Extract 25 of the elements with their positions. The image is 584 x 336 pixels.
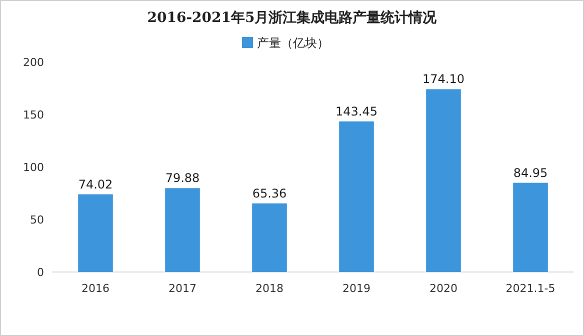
- data-label: 79.88: [165, 171, 200, 186]
- data-label: 74.02: [78, 177, 113, 192]
- bar: [339, 121, 374, 272]
- chart-title: 2016-2021年5月浙江集成电路产量统计情况: [147, 9, 438, 26]
- bar: [165, 188, 200, 272]
- bar: [78, 194, 113, 272]
- y-tick-label: 50: [30, 214, 44, 226]
- x-tick-label: 2017: [168, 282, 196, 295]
- bar: [426, 89, 461, 272]
- x-tick-label: 2019: [342, 282, 370, 295]
- x-tick-label: 2018: [256, 282, 284, 295]
- x-tick-label: 2016: [82, 282, 110, 295]
- data-label: 143.45: [336, 104, 378, 118]
- bar: [252, 203, 287, 272]
- x-tick-label: 2020: [430, 282, 458, 295]
- y-tick-label: 0: [37, 266, 44, 279]
- data-label: 65.36: [252, 186, 287, 200]
- y-tick-label: 100: [23, 161, 44, 174]
- x-tick-label: 2021.1-5: [506, 282, 556, 295]
- bar: [513, 182, 548, 272]
- y-tick-label: 200: [23, 56, 44, 69]
- y-tick-label: 150: [23, 108, 44, 122]
- data-label: 84.95: [513, 166, 548, 180]
- data-label: 174.10: [422, 72, 464, 86]
- legend-label: 产量（亿块）: [257, 36, 329, 50]
